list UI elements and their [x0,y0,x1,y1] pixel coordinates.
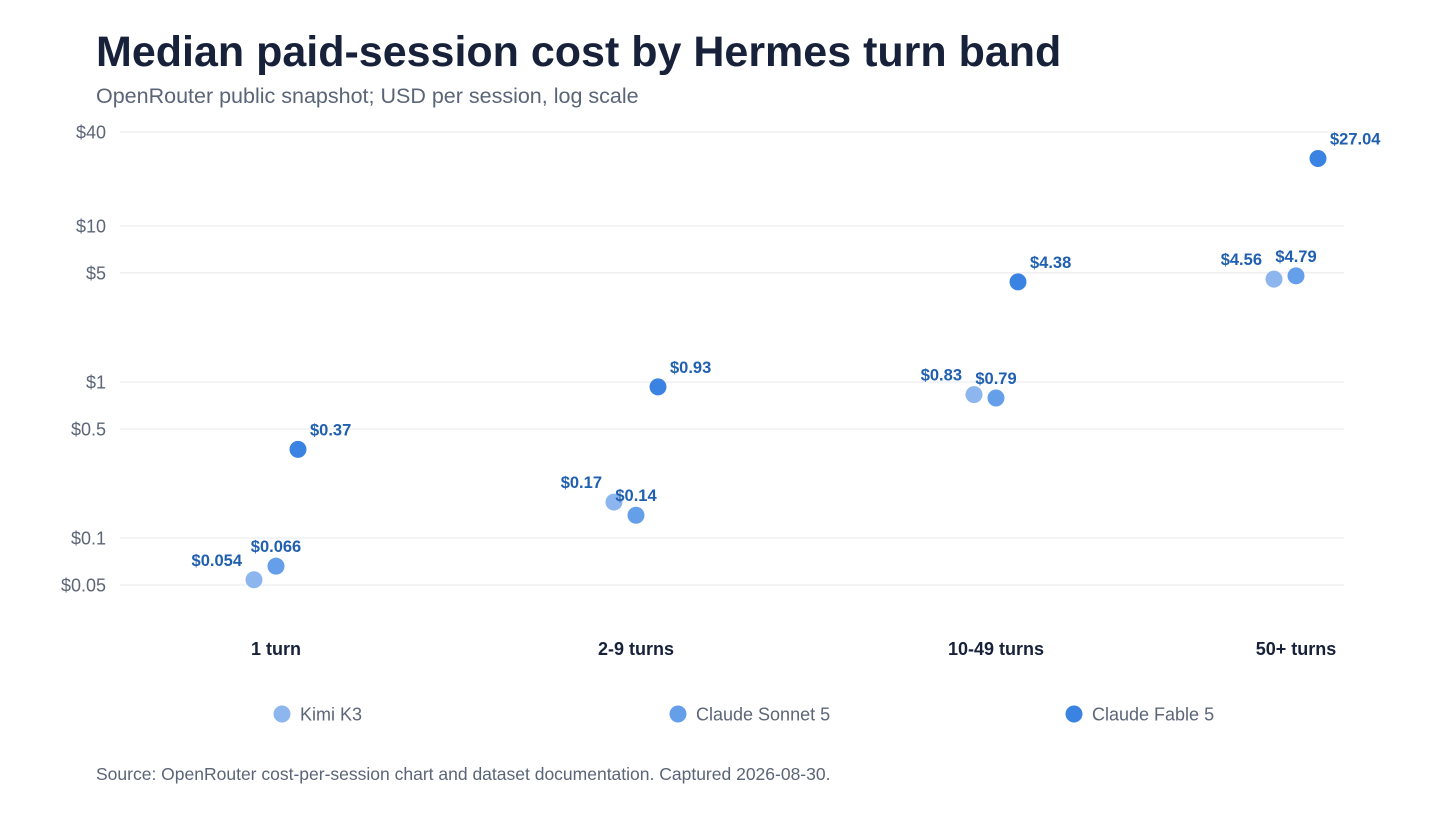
y-tick-label-6: $0.05 [61,576,106,596]
y-tick-label-0: $40 [76,123,106,143]
data-label-2-0: $0.37 [310,421,351,439]
legend: Kimi K3 Claude Sonnet 5 Claude Fable 5 [273,705,1214,725]
point-0-3 [1265,270,1283,288]
data-label-2-2: $4.38 [1030,254,1071,272]
x-category-label-1: 2-9 turns [598,639,674,659]
x-category-label-2: 10-49 turns [948,639,1044,659]
gridlines [120,131,1344,586]
legend-label-1: Claude Sonnet 5 [696,705,830,725]
data-label-2-1: $0.93 [670,359,711,377]
x-category-label-3: 50+ turns [1256,639,1337,659]
data-points [245,150,1327,589]
data-label-0-1: $0.17 [561,474,602,492]
legend-swatch-0 [273,705,291,723]
y-tick-label-5: $0.1 [71,529,106,549]
legend-label-0: Kimi K3 [300,705,362,725]
point-0-1 [605,493,623,511]
x-axis-categories: 1 turn 2-9 turns 10-49 turns 50+ turns [251,639,1336,659]
data-label-0-3: $4.56 [1221,251,1262,269]
y-tick-label-1: $10 [76,216,106,236]
chart-subtitle: OpenRouter public snapshot; USD per sess… [96,84,639,108]
data-label-0-0: $0.054 [192,552,243,570]
data-label-0-2: $0.83 [921,367,962,385]
point-0-0 [245,571,263,589]
y-tick-label-2: $5 [86,263,106,283]
data-labels: $0.054 $0.17 $0.83 $4.56 $0.066 $0.14 $0.79 $4.… [192,131,1382,570]
point-1-1 [627,506,645,524]
point-2-1 [649,378,667,396]
y-tick-label-3: $1 [86,372,106,392]
chart-title: Median paid-session cost by Hermes turn … [96,28,1062,76]
point-1-3 [1287,267,1305,285]
point-0-2 [965,386,983,404]
legend-label-2: Claude Fable 5 [1092,705,1214,725]
source-note: Source: OpenRouter cost-per-session char… [96,764,831,784]
point-2-2 [1009,273,1027,291]
data-label-1-3: $4.79 [1275,248,1316,266]
point-1-0 [267,557,285,575]
data-label-1-2: $0.79 [975,370,1016,388]
data-label-1-1: $0.14 [615,487,657,505]
point-1-2 [987,389,1005,407]
data-label-1-0: $0.066 [251,538,301,556]
x-category-label-0: 1 turn [251,639,301,659]
legend-swatch-1 [669,705,687,723]
point-2-3 [1309,150,1327,168]
y-axis-ticks: $40 $10 $5 $1 $0.5 $0.1 $0.05 [61,123,106,596]
data-label-2-3: $27.04 [1330,131,1381,149]
y-tick-label-4: $0.5 [71,419,106,439]
point-2-0 [289,440,307,458]
legend-swatch-2 [1065,705,1083,723]
